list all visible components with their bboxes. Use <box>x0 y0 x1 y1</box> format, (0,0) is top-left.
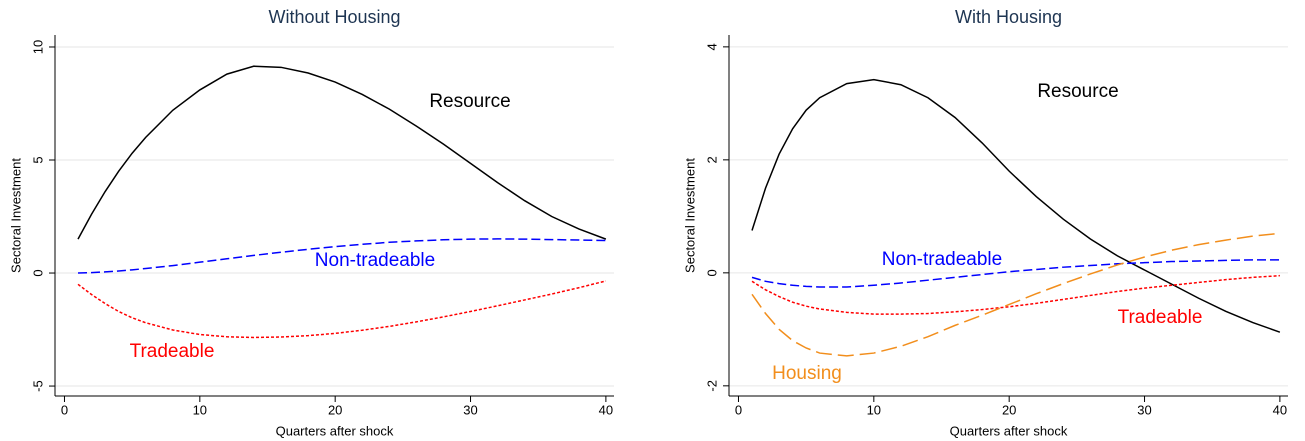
x-tick-label: 10 <box>193 402 207 417</box>
series-line <box>77 65 607 240</box>
x-tick-label: 0 <box>735 402 742 417</box>
x-tick-label: 30 <box>463 402 477 417</box>
series-label: Tradeable <box>130 341 215 362</box>
series-line <box>751 232 1280 357</box>
y-axis-title: Sectoral Investment <box>682 158 697 273</box>
x-tick-label: 20 <box>328 402 342 417</box>
y-tick-label: 10 <box>30 40 45 54</box>
series-line <box>751 259 1280 288</box>
series-line <box>77 238 606 274</box>
x-tick-label: 0 <box>61 402 68 417</box>
y-axis-title: Sectoral Investment <box>8 158 23 273</box>
series-line <box>77 280 607 339</box>
series-label: Housing <box>772 363 842 384</box>
series-line <box>751 78 1281 333</box>
x-tick-label: 40 <box>1273 402 1287 417</box>
series-line <box>751 274 1280 315</box>
chart-title: Without Housing <box>268 7 400 27</box>
x-tick-label: 30 <box>1137 402 1151 417</box>
x-axis-title: Quarters after shock <box>276 423 394 438</box>
chart-title: With Housing <box>955 7 1062 27</box>
series-label: Non-tradeable <box>315 250 435 271</box>
y-tick-label: 2 <box>704 156 719 163</box>
series-label: Resource <box>1037 81 1118 102</box>
y-tick-label: 0 <box>30 269 45 276</box>
y-tick-label: 4 <box>704 43 719 50</box>
series-label: Non-tradeable <box>882 249 1002 270</box>
y-tick-label: -5 <box>30 380 45 392</box>
series-label: Tradeable <box>1118 307 1203 328</box>
x-tick-label: 10 <box>867 402 881 417</box>
y-tick-label: 5 <box>30 156 45 163</box>
x-tick-label: 40 <box>599 402 613 417</box>
x-tick-label: 20 <box>1002 402 1016 417</box>
y-tick-label: 0 <box>704 269 719 276</box>
y-tick-label: -2 <box>704 380 719 392</box>
series-label: Resource <box>429 91 510 112</box>
x-axis-title: Quarters after shock <box>950 423 1068 438</box>
